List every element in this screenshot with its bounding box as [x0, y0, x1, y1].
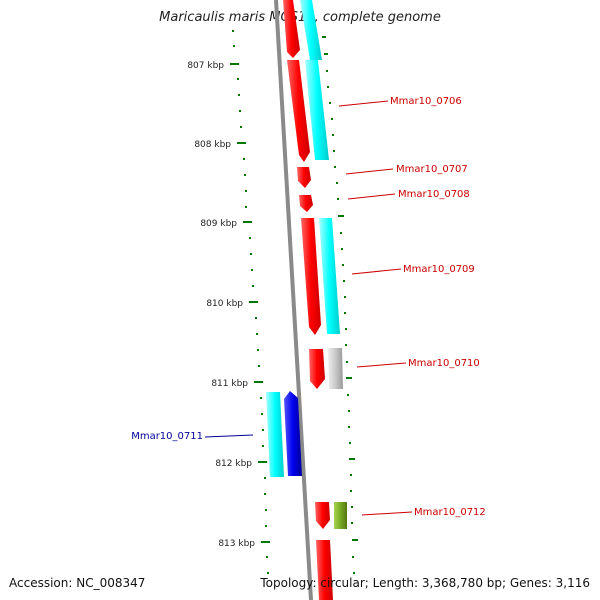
gene-Mmar10_0706[interactable]: Mmar10_0706: [287, 60, 462, 162]
feature-downstream[interactable]: [316, 540, 333, 600]
tick-label-811: 811 kbp: [211, 379, 248, 389]
feature-upstream[interactable]: [283, 0, 322, 60]
tick-label-810: 810 kbp: [206, 299, 243, 309]
gene-Mmar10_0710[interactable]: Mmar10_0710: [309, 348, 480, 389]
genome-backbone: [274, 0, 313, 600]
gene-label-Mmar10_0707: Mmar10_0707: [396, 164, 468, 175]
gene-label-Mmar10_0711: Mmar10_0711: [131, 431, 203, 442]
gene-Mmar10_0711[interactable]: Mmar10_0711: [131, 391, 302, 477]
gene-Mmar10_0712[interactable]: Mmar10_0712: [315, 502, 486, 529]
gene-label-Mmar10_0710: Mmar10_0710: [408, 358, 480, 369]
genome-title: Maricaulis maris MCS10, complete genome: [159, 10, 441, 25]
gene-label-Mmar10_0706: Mmar10_0706: [390, 96, 462, 107]
gene-Mmar10_0709[interactable]: Mmar10_0709: [301, 218, 475, 335]
tick-label-813: 813 kbp: [218, 539, 255, 549]
gene-label-Mmar10_0709: Mmar10_0709: [403, 264, 475, 275]
gene-Mmar10_0707[interactable]: Mmar10_0707: [297, 164, 468, 188]
tick-label-812: 812 kbp: [215, 459, 252, 469]
tick-label-809: 809 kbp: [200, 219, 237, 229]
accession-text: Accession: NC_008347: [9, 576, 146, 590]
left-ruler: [230, 30, 270, 574]
gene-label-Mmar10_0708: Mmar10_0708: [398, 189, 470, 200]
right-ruler: [322, 36, 358, 574]
tick-label-808: 808 kbp: [194, 140, 231, 150]
gene-label-Mmar10_0712: Mmar10_0712: [414, 507, 486, 518]
gene-Mmar10_0708[interactable]: Mmar10_0708: [299, 189, 470, 212]
tick-label-807: 807 kbp: [187, 61, 224, 71]
topology-text: Topology: circular; Length: 3,368,780 bp…: [260, 576, 590, 590]
